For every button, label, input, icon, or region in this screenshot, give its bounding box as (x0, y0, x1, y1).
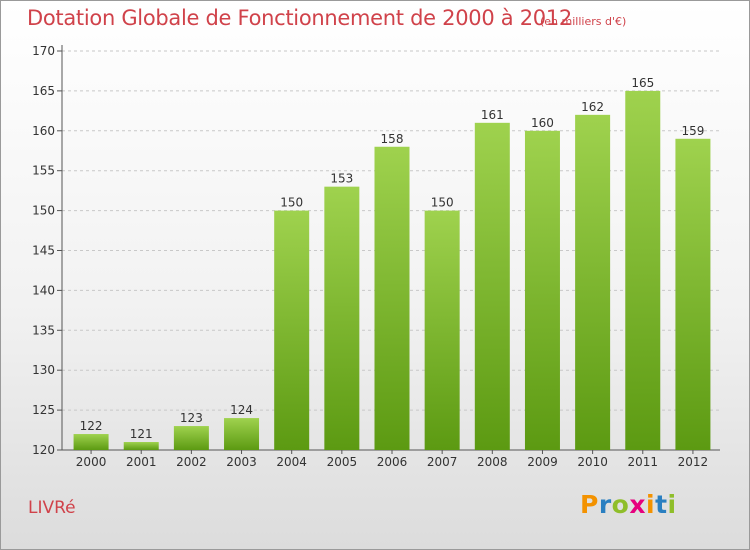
bar (524, 130, 560, 451)
x-tick-label: 2004 (276, 455, 307, 469)
data-label: 124 (230, 403, 253, 417)
data-label: 161 (481, 108, 504, 122)
logo-letter: i (667, 490, 677, 519)
data-label: 121 (130, 427, 153, 441)
data-label: 150 (280, 196, 303, 210)
logo-letter: r (598, 490, 612, 519)
x-tick-label: 2005 (327, 455, 358, 469)
y-tick-label: 155 (32, 164, 55, 178)
grid-lines (62, 50, 720, 411)
data-label: 150 (431, 196, 454, 210)
bar (625, 90, 661, 451)
chart-title: Dotation Globale de Fonctionnement de 20… (27, 6, 572, 30)
logo-letter: t (655, 490, 668, 519)
bar (675, 138, 711, 450)
logo-letter: P (580, 490, 599, 519)
proxiti-logo[interactable]: Proxiti (580, 490, 677, 519)
data-label: 158 (381, 132, 404, 146)
y-tick-label: 140 (32, 283, 55, 297)
data-label: 160 (531, 116, 554, 130)
bar (173, 426, 209, 450)
data-label: 162 (581, 100, 604, 114)
commune-name: LIVRé (28, 498, 76, 518)
x-tick-label: 2002 (176, 455, 207, 469)
bar (324, 186, 360, 450)
bar (73, 434, 109, 450)
x-tick-label: 2007 (427, 455, 458, 469)
data-label: 122 (80, 419, 103, 433)
data-label: 165 (631, 76, 654, 90)
x-tick-label: 2011 (627, 455, 658, 469)
logo-letter: o (611, 490, 630, 519)
bar (374, 146, 410, 450)
y-tick-label: 170 (32, 44, 55, 58)
bar (274, 210, 310, 450)
data-label: 123 (180, 411, 203, 425)
data-label: 159 (681, 124, 704, 138)
bar (224, 418, 260, 450)
bar (424, 210, 460, 450)
x-tick-label: 2006 (377, 455, 408, 469)
x-tick-label: 2000 (76, 455, 107, 469)
data-label: 153 (330, 172, 353, 186)
bars (73, 90, 711, 451)
x-tick-label: 2012 (678, 455, 709, 469)
chart-unit-label: (en milliers d'€) (540, 15, 627, 28)
bar (123, 442, 159, 450)
y-tick-label: 125 (32, 403, 55, 417)
x-tick-label: 2003 (226, 455, 257, 469)
bar (474, 122, 510, 450)
x-tick-label: 2008 (477, 455, 508, 469)
logo-letter: i (646, 490, 656, 519)
labels: 120 125 130 135 140 145 150 155 160 165 170 122 2000… (32, 44, 708, 469)
y-tick-label: 150 (32, 204, 55, 218)
x-tick-label: 2001 (126, 455, 157, 469)
y-tick-label: 120 (32, 443, 55, 457)
logo-letter: x (629, 490, 646, 519)
y-tick-label: 145 (32, 244, 55, 258)
x-tick-label: 2010 (577, 455, 608, 469)
y-tick-label: 135 (32, 323, 55, 337)
y-tick-label: 165 (32, 84, 55, 98)
y-tick-label: 130 (32, 363, 55, 377)
bar (575, 114, 611, 450)
x-tick-label: 2009 (527, 455, 558, 469)
y-tick-label: 160 (32, 124, 55, 138)
